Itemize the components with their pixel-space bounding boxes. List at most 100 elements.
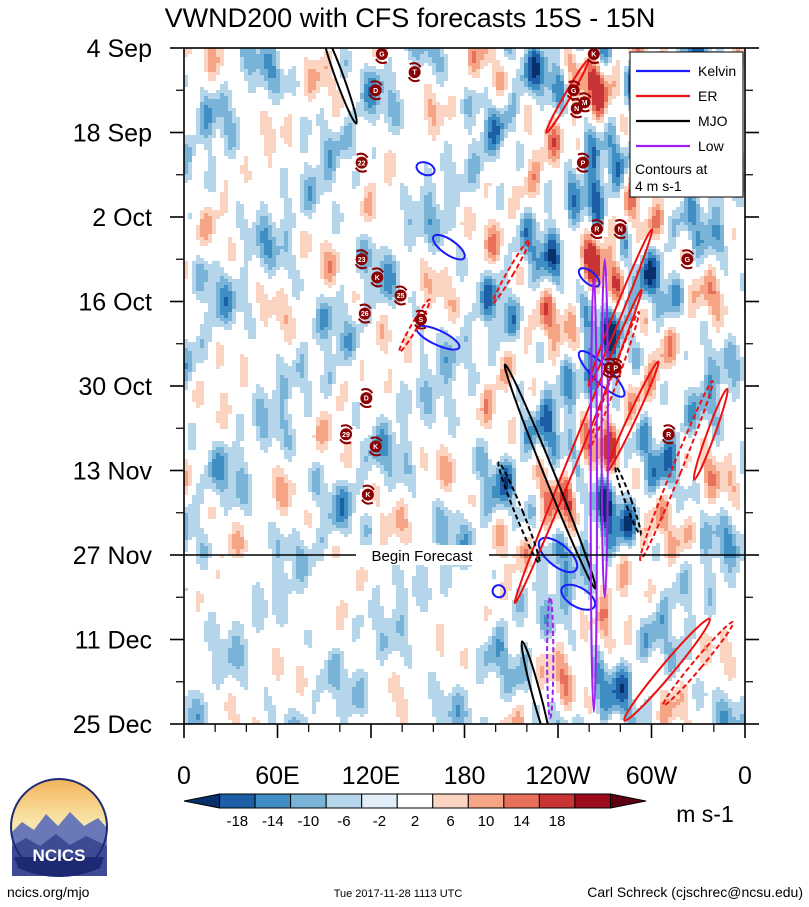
anomaly-cell (228, 51, 232, 54)
anomaly-cell (592, 78, 596, 81)
anomaly-cell (312, 57, 316, 60)
anomaly-cell (376, 72, 380, 75)
anomaly-cell (616, 90, 620, 93)
anomaly-cell (600, 75, 604, 78)
anomaly-cell (596, 99, 600, 102)
anomaly-cell (236, 78, 240, 81)
anomaly-cell (360, 96, 364, 99)
anomaly-cell (440, 96, 444, 99)
anomaly-cell (404, 69, 408, 72)
anomaly-cell (432, 99, 436, 102)
anomaly-cell (604, 99, 608, 102)
anomaly-cell (324, 69, 328, 72)
anomaly-cell (216, 60, 220, 63)
anomaly-cell (260, 51, 264, 54)
anomaly-cell (268, 60, 272, 63)
anomaly-cell (608, 99, 612, 102)
anomaly-cell (536, 54, 540, 57)
anomaly-cell (200, 60, 204, 63)
anomaly-cell (620, 99, 624, 102)
anomaly-cell (540, 69, 544, 72)
anomaly-cell (360, 99, 364, 102)
anomaly-cell (536, 78, 540, 81)
anomaly-cell (412, 57, 416, 60)
anomaly-cell (424, 84, 428, 87)
anomaly-cell (240, 90, 244, 93)
anomaly-cell (204, 51, 208, 54)
anomaly-cell (568, 66, 572, 69)
anomaly-cell (616, 60, 620, 63)
anomaly-cell (456, 99, 460, 102)
anomaly-cell (564, 84, 568, 87)
anomaly-cell (436, 69, 440, 72)
anomaly-cell (616, 63, 620, 66)
anomaly-cell (436, 93, 440, 96)
anomaly-cell (552, 96, 556, 99)
anomaly-cell (320, 66, 324, 69)
anomaly-cell (468, 96, 472, 99)
anomaly-cell (624, 51, 628, 54)
anomaly-cell (440, 54, 444, 57)
anomaly-cell (500, 57, 504, 60)
anomaly-cell (500, 78, 504, 81)
anomaly-cell (484, 63, 488, 66)
anomaly-cell (304, 51, 308, 54)
anomaly-cell (512, 87, 516, 90)
anomaly-cell (308, 57, 312, 60)
anomaly-cell (428, 63, 432, 66)
anomaly-cell (244, 63, 248, 66)
anomaly-cell (468, 69, 472, 72)
anomaly-cell (364, 72, 368, 75)
anomaly-cell (484, 96, 488, 99)
anomaly-cell (588, 66, 592, 69)
anomaly-cell (332, 81, 336, 84)
anomaly-cell (328, 87, 332, 90)
anomaly-cell (552, 69, 556, 72)
anomaly-cell (244, 72, 248, 75)
anomaly-cell (228, 69, 232, 72)
anomaly-cell (388, 90, 392, 93)
anomaly-cell (424, 87, 428, 90)
anomaly-cell (380, 75, 384, 78)
anomaly-cell (276, 75, 280, 78)
anomaly-cell (232, 63, 236, 66)
anomaly-cell (532, 84, 536, 87)
anomaly-cell (512, 54, 516, 57)
anomaly-cell (232, 90, 236, 93)
anomaly-cell (440, 99, 444, 102)
anomaly-cell (252, 90, 256, 93)
anomaly-cell (368, 99, 372, 102)
anomaly-cell (240, 84, 244, 87)
anomaly-cell (440, 57, 444, 60)
anomaly-cell (340, 84, 344, 87)
anomaly-cell (248, 51, 252, 54)
anomaly-cell (304, 69, 308, 72)
anomaly-cell (276, 51, 280, 54)
anomaly-cell (444, 60, 448, 63)
anomaly-cell (544, 87, 548, 90)
anomaly-cell (296, 84, 300, 87)
anomaly-cell (300, 60, 304, 63)
anomaly-cell (248, 60, 252, 63)
anomaly-cell (596, 81, 600, 84)
anomaly-cell (412, 51, 416, 54)
anomaly-cell (316, 84, 320, 87)
anomaly-cell (540, 51, 544, 54)
anomaly-cell (552, 93, 556, 96)
anomaly-cell (540, 66, 544, 69)
anomaly-cell (272, 63, 276, 66)
anomaly-cell (240, 69, 244, 72)
anomaly-cell (308, 66, 312, 69)
anomaly-cell (300, 78, 304, 81)
anomaly-cell (276, 54, 280, 57)
anomaly-cell (208, 51, 212, 54)
anomaly-cell (272, 57, 276, 60)
anomaly-cell (216, 93, 220, 96)
anomaly-cell (236, 87, 240, 90)
anomaly-cell (560, 69, 564, 72)
anomaly-cell (256, 60, 260, 63)
anomaly-cell (292, 75, 296, 78)
anomaly-cell (212, 60, 216, 63)
anomaly-cell (388, 84, 392, 87)
anomaly-cell (316, 93, 320, 96)
